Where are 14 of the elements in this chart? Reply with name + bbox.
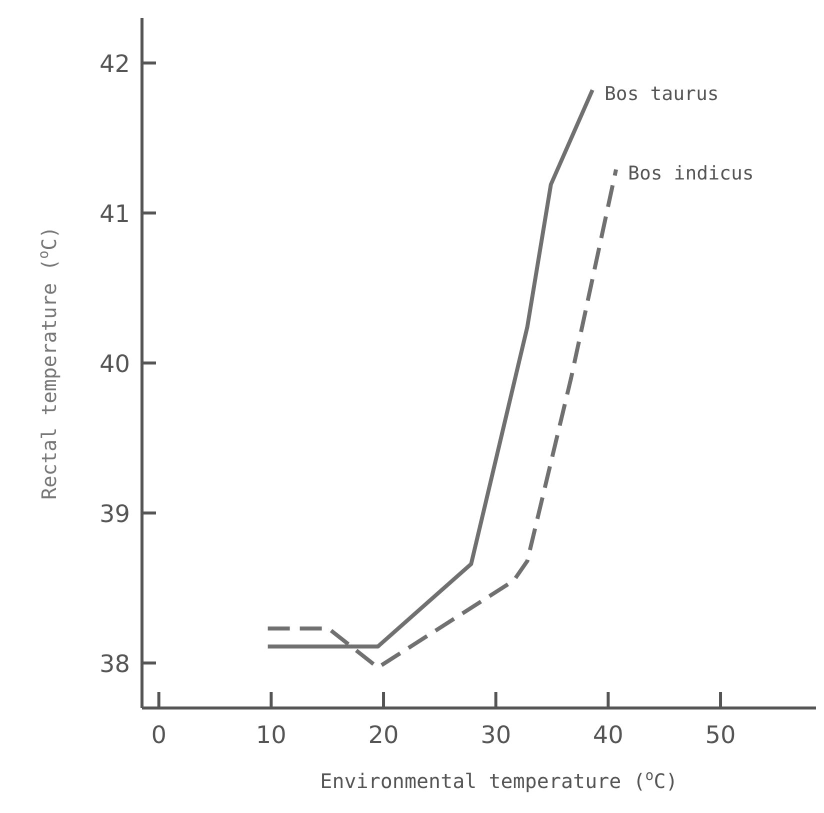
y-tick-label: 41 [99,200,130,228]
x-tick-label: 20 [368,721,399,749]
series-label: Bos indicus [628,162,754,184]
y-tick-label: 39 [99,500,130,528]
y-tick-label: 40 [99,350,130,378]
x-tick-label: 30 [480,721,512,749]
x-tick-label: 10 [256,721,286,749]
x-axis-title: Environmental temperature ($^{o}$C) [320,768,678,793]
x-tick-label: 50 [705,721,736,749]
x-tick-label: 0 [151,721,166,749]
y-tick-label: 38 [99,650,130,678]
x-tick-label: 40 [592,721,624,749]
series-label: Bos taurus [604,83,719,105]
y-tick-label: 42 [99,50,130,78]
